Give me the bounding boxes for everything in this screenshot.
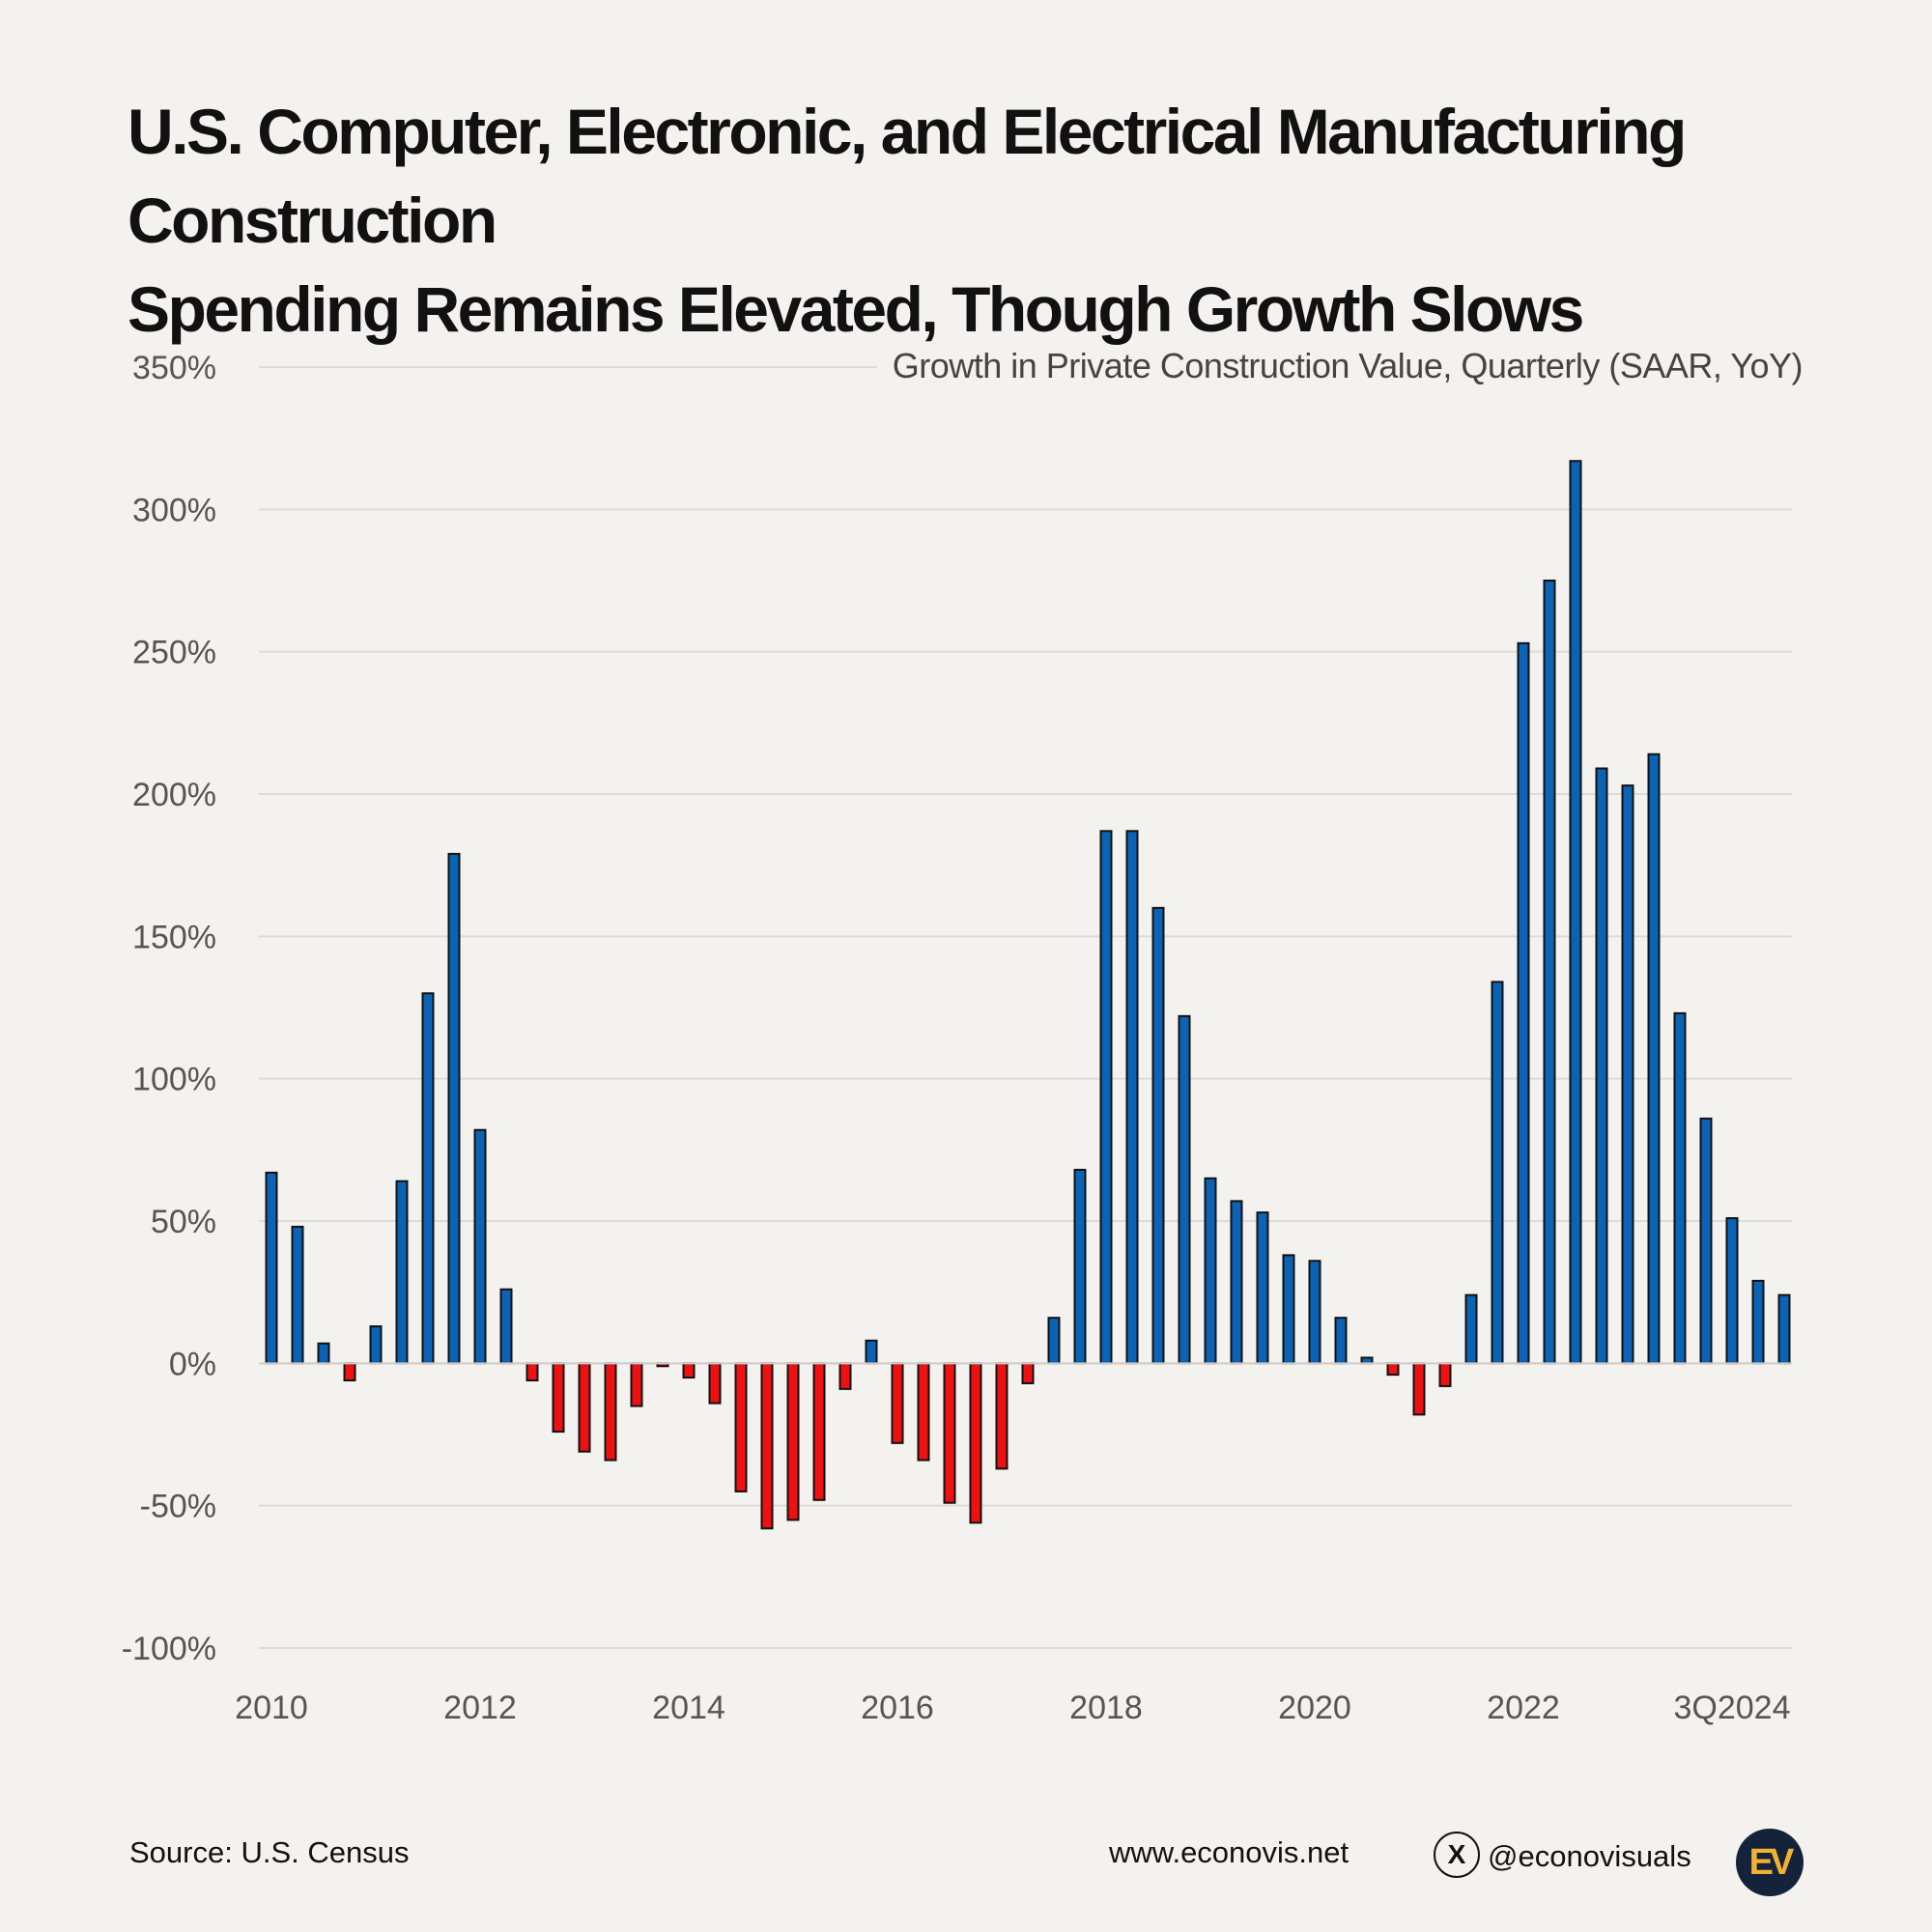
bar-1Q2018	[1099, 830, 1113, 1365]
bar-1Q2019	[1204, 1177, 1217, 1365]
bar-2Q2022	[1543, 580, 1556, 1365]
bar-2Q2014	[708, 1362, 722, 1405]
bar-3Q2011	[421, 992, 435, 1365]
bar-2Q2017	[1021, 1362, 1035, 1384]
x-axis-tick-labels: 2010 2012 2014 2016 2018 2020 2022 3Q2024	[235, 1690, 1790, 1726]
bar-2Q2024	[1751, 1279, 1765, 1365]
x-tick-label: 2012	[443, 1690, 517, 1726]
bar-2Q2013	[604, 1362, 617, 1462]
grid-lines	[259, 366, 1792, 1649]
chart-title: U.S. Computer, Electronic, and Electrica…	[128, 87, 1828, 354]
bar-4Q2021	[1491, 980, 1504, 1365]
bar-4Q2016	[969, 1362, 982, 1524]
bar-3Q2018	[1151, 906, 1165, 1365]
bar-4Q2012	[552, 1362, 565, 1434]
handle-text: @econovisuals	[1488, 1839, 1691, 1873]
bar-4Q2017	[1073, 1168, 1087, 1365]
y-tick-label: 0%	[169, 1346, 216, 1382]
title-line-1: U.S. Computer, Electronic, and Electrica…	[128, 96, 1687, 256]
bar-1Q2016	[891, 1362, 904, 1444]
bar-3Q2021	[1464, 1293, 1478, 1365]
bar-3Q2017	[1047, 1317, 1061, 1365]
bar-4Q2015	[865, 1339, 878, 1365]
bar-3Q2015	[838, 1362, 852, 1390]
bar-3Q2013	[630, 1362, 643, 1407]
bar-1Q2022	[1517, 641, 1530, 1365]
bar-2Q2011	[395, 1179, 409, 1365]
ev-logo-icon: EV	[1736, 1829, 1804, 1896]
bar-4Q2020	[1386, 1362, 1400, 1377]
y-tick-label: 250%	[132, 635, 216, 671]
y-tick-label: 50%	[151, 1204, 216, 1240]
y-tick-label: -50%	[140, 1489, 216, 1525]
bar-4Q2014	[760, 1362, 774, 1530]
x-tick-label: 2010	[235, 1690, 308, 1726]
bar-2Q2016	[917, 1362, 930, 1462]
bar-1Q2020	[1308, 1260, 1321, 1365]
bar-1Q2014	[682, 1362, 696, 1379]
bar-3Q2014	[734, 1362, 748, 1492]
x-tick-label: 2014	[652, 1690, 725, 1726]
bar-1Q2012	[473, 1128, 487, 1365]
title-line-2: Spending Remains Elevated, Though Growth…	[128, 273, 1584, 345]
bar-1Q2010	[265, 1171, 278, 1365]
bar-3Q2016	[943, 1362, 956, 1504]
bar-3Q2023	[1673, 1011, 1687, 1365]
bar-1Q2011	[369, 1325, 383, 1365]
bar-2Q2010	[291, 1225, 304, 1365]
bar-3Q2019	[1256, 1211, 1269, 1365]
bar-2Q2020	[1334, 1317, 1348, 1365]
x-logo-icon: X	[1434, 1832, 1480, 1878]
social-handle[interactable]: X @econovisuals	[1434, 1832, 1691, 1878]
bar-2Q2015	[812, 1362, 826, 1501]
y-tick-label: 100%	[132, 1062, 216, 1098]
bar-1Q2013	[578, 1362, 591, 1453]
y-tick-label: 350%	[132, 350, 216, 386]
bar-chart: -100% -50% 0% 50% 100% 150% 200% 250% 300% 350% 2…	[122, 350, 1792, 1726]
bar-1Q2017	[995, 1362, 1009, 1470]
x-tick-label: 3Q2024	[1674, 1690, 1791, 1726]
bar-2Q2018	[1125, 830, 1139, 1365]
y-tick-label: 300%	[132, 492, 216, 528]
bar-series	[265, 460, 1791, 1530]
website-link[interactable]: www.econovis.net	[1109, 1835, 1350, 1869]
bar-3Q2010	[317, 1342, 330, 1365]
y-tick-label: 200%	[132, 777, 216, 813]
source-note: Source: U.S. Census	[129, 1835, 410, 1869]
bar-4Q2010	[343, 1362, 356, 1382]
x-tick-label: 2016	[861, 1690, 934, 1726]
bar-4Q2018	[1178, 1014, 1191, 1365]
x-tick-label: 2022	[1487, 1690, 1560, 1726]
bar-3Q2012	[526, 1362, 539, 1382]
bar-1Q2015	[786, 1362, 800, 1521]
bar-1Q2024	[1725, 1217, 1739, 1365]
y-tick-label: 150%	[132, 919, 216, 955]
x-tick-label: 2018	[1069, 1690, 1143, 1726]
y-tick-label: -100%	[122, 1631, 216, 1667]
bar-2Q2012	[499, 1288, 513, 1365]
y-axis-tick-labels: -100% -50% 0% 50% 100% 150% 200% 250% 300% 350%	[122, 350, 216, 1667]
bar-4Q2019	[1282, 1254, 1295, 1365]
bar-4Q2023	[1699, 1117, 1713, 1365]
chart-subtitle: Growth in Private Construction Value, Qu…	[876, 346, 1804, 386]
bar-4Q2022	[1595, 767, 1608, 1365]
bar-2Q2023	[1647, 753, 1661, 1365]
bar-1Q2021	[1412, 1362, 1426, 1416]
bar-3Q2022	[1569, 460, 1582, 1365]
bar-2Q2019	[1230, 1200, 1243, 1365]
bar-4Q2011	[447, 852, 461, 1365]
x-tick-label: 2020	[1278, 1690, 1351, 1726]
bar-3Q2024	[1777, 1293, 1791, 1365]
bar-2Q2021	[1438, 1362, 1452, 1387]
bar-1Q2023	[1621, 784, 1634, 1365]
